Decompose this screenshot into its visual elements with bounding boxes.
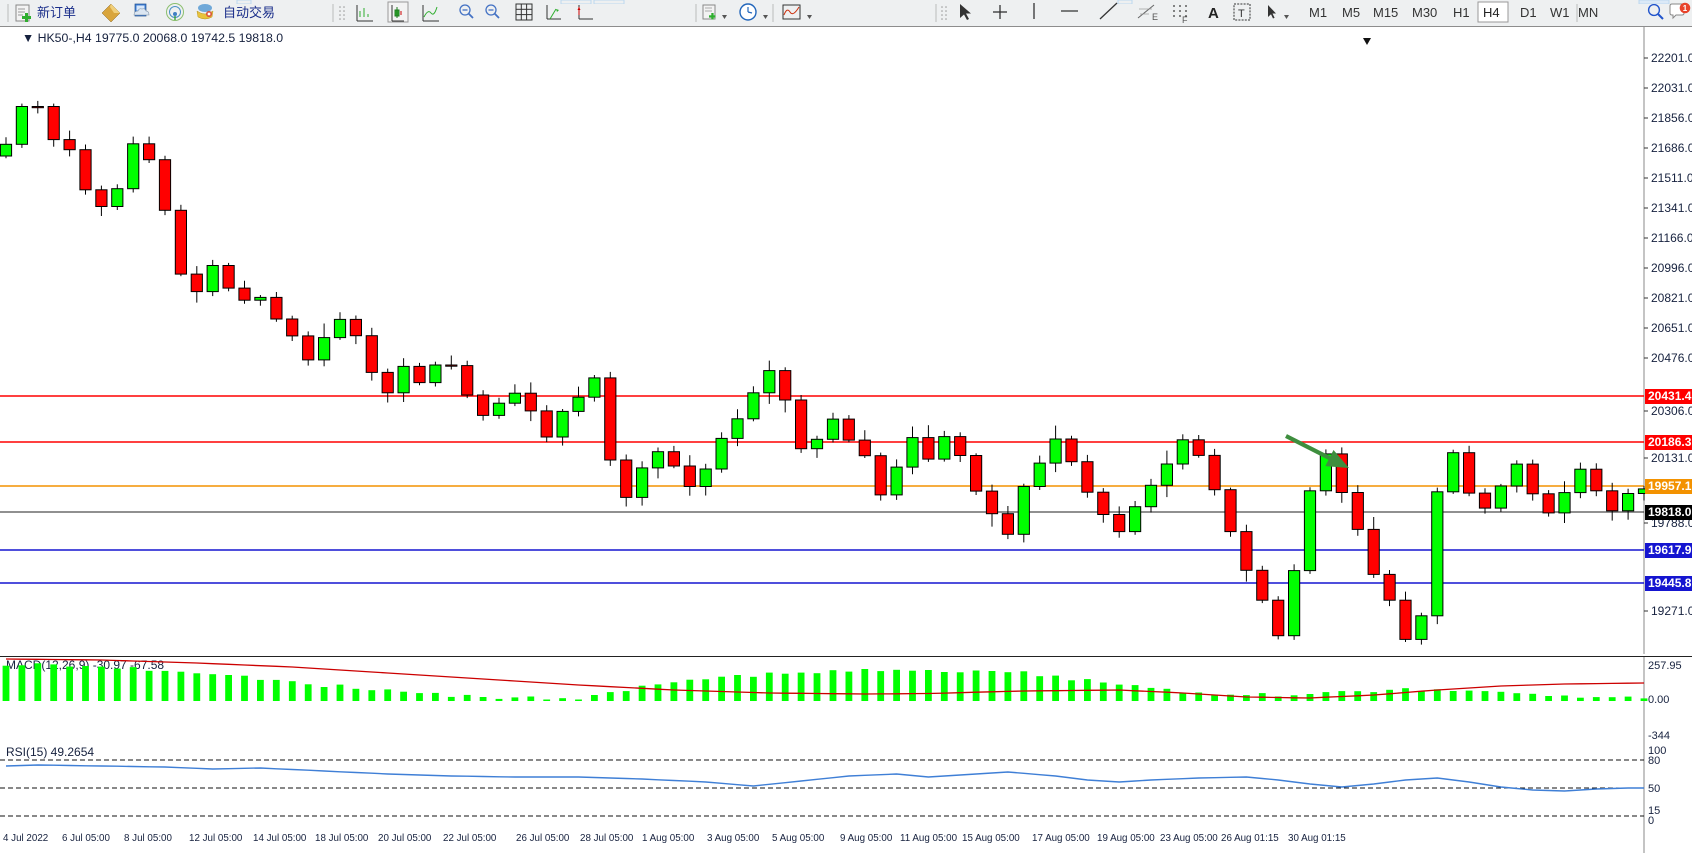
svg-text:4 Jul 2022: 4 Jul 2022 [3, 833, 48, 844]
svg-text:20131.0: 20131.0 [1651, 451, 1692, 465]
svg-text:5 Aug 05:00: 5 Aug 05:00 [772, 833, 825, 844]
svg-text:19445.8: 19445.8 [1648, 576, 1692, 590]
svg-text:22201.0: 22201.0 [1651, 51, 1692, 65]
svg-text:1 Aug 05:00: 1 Aug 05:00 [642, 833, 695, 844]
svg-text:15 Aug 05:00: 15 Aug 05:00 [962, 833, 1020, 844]
svg-text:20996.0: 20996.0 [1651, 261, 1692, 275]
svg-text:M30: M30 [1412, 5, 1437, 20]
svg-text:20651.0: 20651.0 [1651, 321, 1692, 335]
svg-text:21341.0: 21341.0 [1651, 201, 1692, 215]
svg-text:9 Aug 05:00: 9 Aug 05:00 [840, 833, 893, 844]
svg-text:17 Aug 05:00: 17 Aug 05:00 [1032, 833, 1090, 844]
svg-text:0: 0 [1648, 815, 1654, 827]
svg-text:6 Jul 05:00: 6 Jul 05:00 [62, 833, 110, 844]
svg-text:3 Aug 05:00: 3 Aug 05:00 [707, 833, 760, 844]
svg-text:14 Jul 05:00: 14 Jul 05:00 [253, 833, 307, 844]
svg-text:8 Jul 05:00: 8 Jul 05:00 [124, 833, 172, 844]
svg-text:新订单: 新订单 [37, 5, 76, 20]
svg-text:30 Aug 01:15: 30 Aug 01:15 [1288, 833, 1346, 844]
svg-text:D1: D1 [1520, 5, 1537, 20]
svg-text:11 Aug 05:00: 11 Aug 05:00 [900, 833, 958, 844]
svg-text:MN: MN [1578, 5, 1598, 20]
svg-text:23 Aug 05:00: 23 Aug 05:00 [1160, 833, 1218, 844]
svg-text:19957.1: 19957.1 [1648, 479, 1692, 493]
svg-text:80: 80 [1648, 755, 1660, 767]
svg-text:21166.0: 21166.0 [1651, 231, 1692, 245]
svg-text:26 Jul 05:00: 26 Jul 05:00 [516, 833, 570, 844]
svg-text:22 Jul 05:00: 22 Jul 05:00 [443, 833, 497, 844]
svg-text:-344: -344 [1648, 730, 1670, 742]
svg-text:0.00: 0.00 [1648, 694, 1669, 706]
svg-text:20476.0: 20476.0 [1651, 351, 1692, 365]
svg-text:E: E [1152, 12, 1158, 22]
svg-text:22031.0: 22031.0 [1651, 81, 1692, 95]
svg-text:M5: M5 [1342, 5, 1360, 20]
svg-text:12 Jul 05:00: 12 Jul 05:00 [189, 833, 243, 844]
svg-text:21511.0: 21511.0 [1651, 171, 1692, 185]
svg-text:50: 50 [1648, 783, 1660, 795]
svg-text:19818.0: 19818.0 [1648, 505, 1692, 519]
svg-text:21856.0: 21856.0 [1651, 111, 1692, 125]
svg-text:T: T [1238, 8, 1245, 20]
svg-text:M1: M1 [1309, 5, 1327, 20]
svg-text:21686.0: 21686.0 [1651, 141, 1692, 155]
svg-text:F: F [1182, 15, 1188, 25]
svg-text:1: 1 [1683, 4, 1688, 13]
svg-text:19617.9: 19617.9 [1648, 543, 1692, 557]
svg-text:257.95: 257.95 [1648, 660, 1682, 672]
svg-text:20306.0: 20306.0 [1651, 404, 1692, 418]
svg-text:自动交易: 自动交易 [223, 5, 275, 20]
svg-text:20431.4: 20431.4 [1648, 389, 1692, 403]
svg-text:A: A [1208, 5, 1219, 22]
svg-text:26 Aug 01:15: 26 Aug 01:15 [1221, 833, 1279, 844]
svg-text:28 Jul 05:00: 28 Jul 05:00 [580, 833, 634, 844]
svg-text:▼ HK50-,H4 19775.0 20068.0 19: ▼ HK50-,H4 19775.0 20068.0 19742.5 19818… [22, 31, 283, 45]
svg-text:RSI(15) 49.2654: RSI(15) 49.2654 [6, 745, 94, 759]
svg-text:M15: M15 [1373, 5, 1398, 20]
svg-text:H4: H4 [1483, 5, 1500, 20]
svg-text:18 Jul 05:00: 18 Jul 05:00 [315, 833, 369, 844]
svg-text:19271.0: 19271.0 [1651, 604, 1692, 618]
svg-text:20821.0: 20821.0 [1651, 291, 1692, 305]
svg-text:W1: W1 [1550, 5, 1570, 20]
svg-text:19 Aug 05:00: 19 Aug 05:00 [1097, 833, 1155, 844]
svg-text:20186.3: 20186.3 [1648, 435, 1692, 449]
svg-text:20 Jul 05:00: 20 Jul 05:00 [378, 833, 432, 844]
svg-text:H1: H1 [1453, 5, 1470, 20]
